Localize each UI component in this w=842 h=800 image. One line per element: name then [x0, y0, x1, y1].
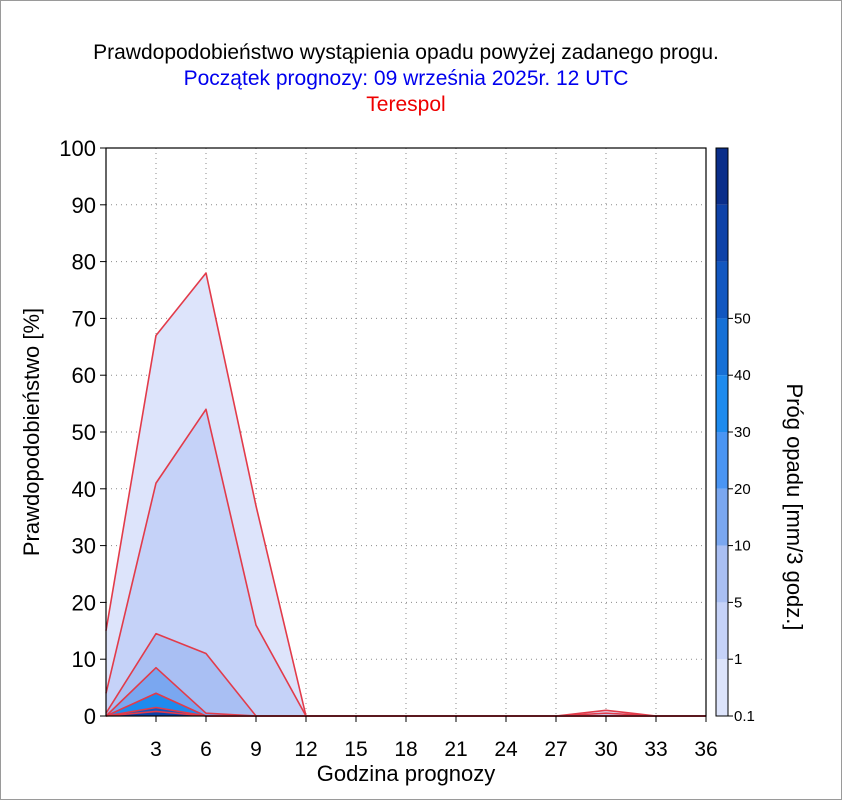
x-tick-label: 6: [200, 738, 212, 761]
colorbar-tick-label: 50: [734, 310, 751, 327]
y-axis-label: Prawdopodobieństwo [%]: [19, 308, 44, 556]
colorbar-segment: [716, 318, 728, 376]
x-tick-label: 15: [344, 738, 367, 761]
colorbar-segment: [716, 659, 728, 716]
y-tick-label: 10: [72, 647, 96, 672]
x-tick-label: 36: [694, 738, 717, 761]
y-tick-label: 70: [72, 306, 96, 331]
colorbar-tick-label: 30: [734, 424, 751, 441]
y-tick-label: 0: [84, 704, 96, 729]
y-tick-label: 100: [59, 136, 96, 161]
y-tick-label: 80: [72, 250, 96, 275]
x-axis-label: Godzina prognozy: [317, 761, 496, 786]
x-tick-label: 30: [594, 738, 617, 761]
colorbar-tick-label: 40: [734, 367, 751, 384]
y-tick-label: 90: [72, 193, 96, 218]
colorbar-segment: [716, 375, 728, 432]
colorbar-tick-label: 1: [734, 651, 742, 668]
threshold-colorbar: 0.1 1 5 10 20 30 40 50: [715, 147, 755, 725]
area-threshold-1: [106, 409, 706, 716]
y-tick-label: 50: [72, 420, 96, 445]
chart-title: Prawdopodobieństwo wystąpienia opadu pow…: [93, 41, 719, 64]
x-tick-label: 21: [444, 738, 467, 761]
y-tick-label: 60: [72, 363, 96, 388]
y-tick-label: 30: [72, 534, 96, 559]
y-tick-label: 40: [72, 477, 96, 502]
colorbar-segment: [716, 545, 728, 603]
x-tick-label: 3: [150, 738, 162, 761]
colorbar-segment: [716, 602, 728, 660]
x-tick-label: 9: [250, 738, 262, 761]
colorbar-tick-label: 0.1: [734, 708, 755, 725]
x-tick-label: 33: [644, 738, 667, 761]
colorbar-segment: [716, 488, 728, 546]
colorbar-label: Próg opadu [mm/3 godz.]: [782, 383, 807, 630]
x-tick-label: 27: [544, 738, 567, 761]
area-threshold-0.1: [106, 272, 706, 716]
colorbar-tick-label: 5: [734, 594, 742, 611]
y-tick-label: 20: [72, 590, 96, 615]
x-tick-label: 12: [294, 738, 317, 761]
colorbar-segment: [716, 148, 728, 205]
colorbar-segment: [716, 204, 728, 262]
colorbar-tick-label: 10: [734, 538, 751, 555]
x-tick-label: 18: [394, 738, 417, 761]
location-label: Terespol: [366, 93, 446, 116]
colorbar-tick-label: 20: [734, 481, 751, 498]
colorbar-segment: [716, 432, 728, 489]
y-axis-ticks: 0 10 20 30 40 50 60 70 80 90 100: [59, 136, 106, 729]
colorbar-segment: [716, 261, 728, 319]
forecast-start-subtitle: Początek prognozy: 09 września 2025r. 12…: [183, 67, 629, 90]
x-axis-ticks: 3 6 9 12 15 18 21 24 27 30 33 36: [150, 716, 718, 761]
x-tick-label: 24: [494, 738, 518, 761]
